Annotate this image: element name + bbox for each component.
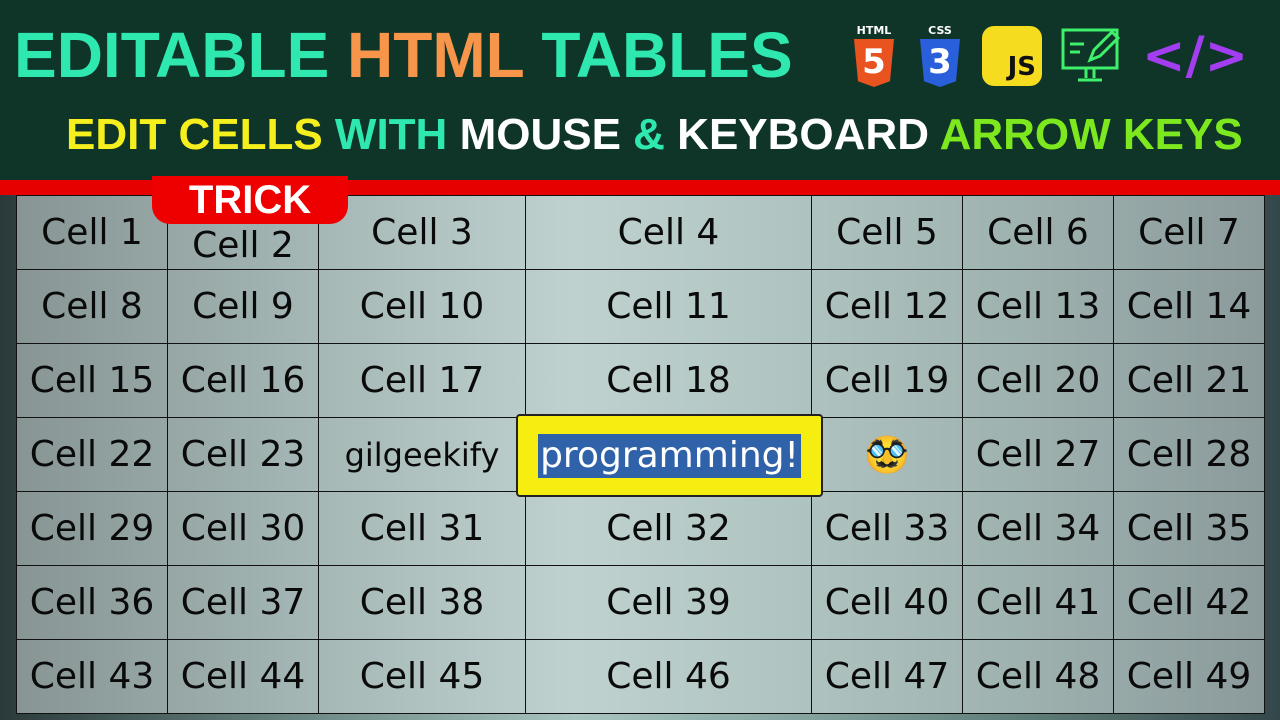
header: EDITABLE HTML TABLES EDIT CELLS WITH MOU… bbox=[0, 0, 1280, 180]
subtitle-part: EDIT CELLS bbox=[66, 110, 323, 159]
table-cell[interactable]: Cell 36 bbox=[16, 565, 168, 640]
table-cell[interactable]: Cell 21 bbox=[1113, 343, 1265, 418]
table-cell[interactable]: Cell 44 bbox=[167, 639, 319, 714]
editable-table-area: Cell 1 Cell 2 Cell 3 Cell 4 Cell 5 Cell 6 Cell… bbox=[0, 195, 1280, 720]
table-cell[interactable]: Cell 45 bbox=[318, 639, 526, 714]
table-cell[interactable]: Cell 32 bbox=[525, 491, 812, 566]
table-cell[interactable]: Cell 43 bbox=[16, 639, 168, 714]
table-row: Cell 22 Cell 23 gilgeekify programming! 🥸 Cel… bbox=[16, 414, 1265, 497]
table-cell[interactable]: Cell 40 bbox=[811, 565, 963, 640]
table-cell[interactable]: Cell 35 bbox=[1113, 491, 1265, 566]
table-cell[interactable]: Cell 1 bbox=[16, 195, 168, 270]
table-cell[interactable]: Cell 31 bbox=[318, 491, 526, 566]
table-cell[interactable]: Cell 42 bbox=[1113, 565, 1265, 640]
table-cell[interactable]: Cell 19 bbox=[811, 343, 963, 418]
table-cell[interactable]: Cell 30 bbox=[167, 491, 319, 566]
title: EDITABLE HTML TABLES bbox=[14, 18, 793, 92]
table-row: Cell 29 Cell 30 Cell 31 Cell 32 Cell 33 Cell … bbox=[16, 491, 1265, 566]
table-cell[interactable]: Cell 38 bbox=[318, 565, 526, 640]
table-cell[interactable]: Cell 13 bbox=[962, 269, 1114, 344]
table-cell[interactable]: 🥸 bbox=[811, 417, 963, 492]
css3-icon: CSS 3 bbox=[916, 24, 964, 88]
subtitle-part: WITH bbox=[334, 110, 448, 159]
table-cell[interactable]: Cell 5 bbox=[811, 195, 963, 270]
icon-glyph: 5 bbox=[854, 39, 894, 87]
table-cell[interactable]: Cell 17 bbox=[318, 343, 526, 418]
table-cell[interactable]: Cell 8 bbox=[16, 269, 168, 344]
table-cell[interactable]: Cell 9 bbox=[167, 269, 319, 344]
subtitle-part: ARROW KEYS bbox=[939, 110, 1243, 159]
table-cell[interactable]: Cell 18 bbox=[525, 343, 812, 418]
subtitle-part: KEYBOARD bbox=[677, 110, 929, 159]
table-cell[interactable]: Cell 14 bbox=[1113, 269, 1265, 344]
table-cell[interactable]: Cell 10 bbox=[318, 269, 526, 344]
monitor-edit-icon bbox=[1061, 28, 1121, 82]
subtitle: EDIT CELLS WITH MOUSE & KEYBOARD ARROW K… bbox=[66, 110, 1243, 160]
table-cell-editing[interactable]: programming! bbox=[516, 414, 823, 497]
table-cell[interactable]: Cell 41 bbox=[962, 565, 1114, 640]
table-row: Cell 36 Cell 37 Cell 38 Cell 39 Cell 40 Cell … bbox=[16, 565, 1265, 640]
table-cell[interactable]: Cell 7 bbox=[1113, 195, 1265, 270]
table-cell[interactable]: Cell 29 bbox=[16, 491, 168, 566]
table-cell[interactable]: Cell 28 bbox=[1113, 417, 1265, 492]
table-row: Cell 15 Cell 16 Cell 17 Cell 18 Cell 19 Cell … bbox=[16, 343, 1265, 418]
table-cell[interactable]: Cell 49 bbox=[1113, 639, 1265, 714]
table-cell[interactable]: Cell 22 bbox=[16, 417, 168, 492]
table-cell[interactable]: Cell 33 bbox=[811, 491, 963, 566]
editable-table: Cell 1 Cell 2 Cell 3 Cell 4 Cell 5 Cell 6 Cell… bbox=[16, 195, 1265, 714]
title-word: EDITABLE bbox=[14, 19, 330, 91]
icon-label: HTML bbox=[856, 24, 892, 37]
title-word: TABLES bbox=[541, 19, 793, 91]
trick-badge: TRICK bbox=[152, 176, 348, 224]
table-cell[interactable]: Cell 47 bbox=[811, 639, 963, 714]
javascript-icon: JS bbox=[982, 26, 1042, 86]
title-word: HTML bbox=[347, 19, 524, 91]
table-cell[interactable]: Cell 46 bbox=[525, 639, 812, 714]
table-cell[interactable]: Cell 4 bbox=[525, 195, 812, 270]
table-cell[interactable]: Cell 15 bbox=[16, 343, 168, 418]
table-row: Cell 43 Cell 44 Cell 45 Cell 46 Cell 47 Cell … bbox=[16, 639, 1265, 714]
icon-glyph: 3 bbox=[920, 39, 960, 87]
table-cell[interactable]: Cell 23 bbox=[167, 417, 319, 492]
selected-text[interactable]: programming! bbox=[538, 433, 801, 478]
html5-icon: HTML 5 bbox=[850, 24, 898, 88]
table-cell[interactable]: Cell 20 bbox=[962, 343, 1114, 418]
cell-editor[interactable]: programming! bbox=[516, 414, 823, 497]
table-cell[interactable]: Cell 48 bbox=[962, 639, 1114, 714]
table-cell[interactable]: Cell 12 bbox=[811, 269, 963, 344]
table-cell[interactable]: Cell 3 bbox=[318, 195, 526, 270]
code-brackets-icon: </> bbox=[1142, 26, 1249, 86]
table-cell[interactable]: Cell 11 bbox=[525, 269, 812, 344]
table-cell[interactable]: gilgeekify bbox=[318, 417, 526, 492]
table-cell[interactable]: Cell 27 bbox=[962, 417, 1114, 492]
table-cell[interactable]: Cell 6 bbox=[962, 195, 1114, 270]
icon-label: CSS bbox=[928, 24, 952, 37]
table-cell[interactable]: Cell 16 bbox=[167, 343, 319, 418]
table-cell[interactable]: Cell 34 bbox=[962, 491, 1114, 566]
table-row: Cell 8 Cell 9 Cell 10 Cell 11 Cell 12 Cell 13… bbox=[16, 269, 1265, 344]
subtitle-part: & bbox=[633, 110, 665, 159]
table-cell[interactable]: Cell 37 bbox=[167, 565, 319, 640]
table-cell[interactable]: Cell 39 bbox=[525, 565, 812, 640]
subtitle-part: MOUSE bbox=[459, 110, 621, 159]
